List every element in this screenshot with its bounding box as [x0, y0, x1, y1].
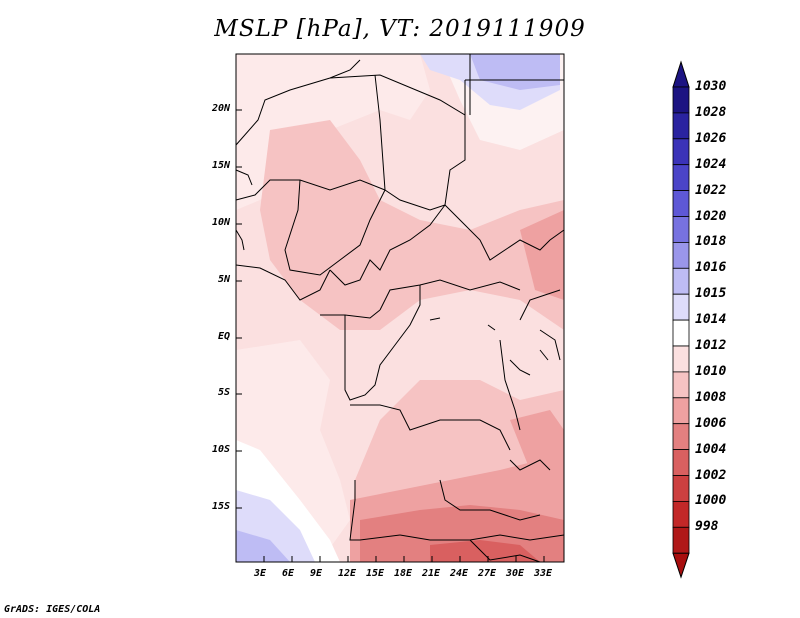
colorbar-segment [672, 449, 690, 476]
colorbar-segment [672, 190, 690, 217]
colorbar-segment [672, 526, 690, 554]
colorbar-segment [672, 216, 690, 243]
colorbar-segment [672, 423, 690, 451]
colorbar-segment [672, 138, 690, 166]
lat-label: 10N [211, 217, 230, 228]
colorbar-segment [672, 319, 690, 347]
colorbar-bottom-arrow [672, 552, 690, 579]
lon-label: 24E [450, 568, 469, 579]
colorbar-level-label: 1030 [695, 79, 727, 94]
colorbar-segment [672, 293, 690, 321]
colorbar-level-label: 1026 [695, 130, 727, 146]
lat-label: 5S [217, 387, 230, 398]
colorbar-segment [672, 475, 690, 502]
colorbar-level-label: 1024 [695, 156, 727, 172]
lat-label: 10S [211, 444, 230, 455]
colorbar-segment [672, 164, 690, 191]
country-borders [235, 54, 565, 563]
colorbar-level-label: 1022 [695, 182, 727, 198]
colorbar-segment [672, 345, 690, 373]
lon-label: 21E [422, 568, 441, 579]
lat-label: 15S [211, 501, 230, 512]
colorbar-segment [672, 371, 690, 399]
colorbar-segment [672, 241, 690, 269]
lat-label: EQ [217, 331, 230, 342]
plot-title: MSLP [hPa], VT: 2019111909 [214, 16, 586, 42]
lon-label: 33E [534, 568, 553, 579]
grads-credit: GrADS: IGES/COLA [4, 604, 101, 615]
colorbar-level-label: 1015 [695, 286, 727, 302]
colorbar-level-label: 1020 [695, 208, 727, 224]
colorbar-level-label: 1000 [695, 493, 727, 509]
colorbar-level-label: 1016 [695, 260, 727, 276]
colorbar-top-arrow [672, 60, 690, 88]
pressure-field [236, 54, 564, 562]
lon-label: 30E [506, 568, 525, 579]
colorbar-level-label: 1018 [695, 234, 727, 250]
colorbar-level-label: 1014 [695, 312, 727, 328]
colorbar-level-label: 1004 [695, 441, 727, 457]
lon-label: 15E [366, 568, 385, 579]
colorbar-level-label: 1012 [695, 338, 727, 353]
lon-label: 18E [394, 568, 413, 579]
lon-label: 3E [254, 568, 267, 579]
colorbar-segment [672, 112, 690, 140]
colorbar-level-label: 1010 [695, 363, 727, 379]
colorbar-segment [672, 267, 690, 295]
lat-label: 20N [211, 103, 230, 114]
colorbar-level-label: 998 [695, 519, 719, 535]
map-frame [235, 53, 565, 563]
lon-label: 6E [282, 568, 295, 579]
lat-label: 15N [211, 160, 230, 171]
colorbar [672, 60, 690, 579]
colorbar-level-label: 1006 [695, 415, 727, 431]
colorbar-level-label: 1008 [695, 389, 727, 405]
lon-label: 12E [338, 568, 357, 579]
colorbar-segment [672, 397, 690, 425]
colorbar-segment [672, 86, 690, 114]
lon-label: 27E [478, 568, 497, 579]
colorbar-segment [672, 500, 690, 528]
colorbar-level-label: 1028 [695, 104, 727, 120]
colorbar-level-label: 1002 [695, 467, 727, 483]
lat-label: 5N [217, 274, 230, 285]
lon-label: 9E [310, 568, 323, 579]
